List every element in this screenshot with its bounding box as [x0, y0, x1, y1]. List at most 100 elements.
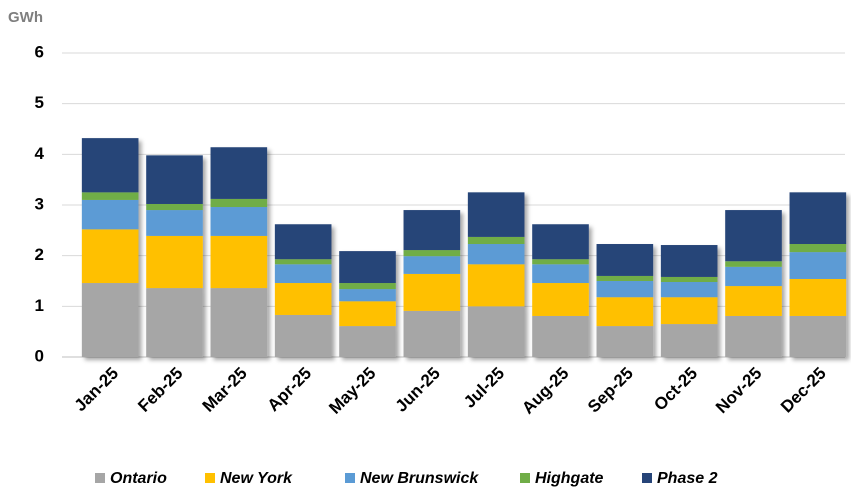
bar-segment: [339, 251, 396, 284]
bar-segment: [81, 229, 139, 284]
bar-segment: [660, 276, 718, 283]
bar-stack: [403, 210, 461, 357]
bar-segment: [660, 245, 718, 277]
bar-segment: [725, 266, 782, 287]
bar-segment: [274, 314, 332, 357]
y-tick-label: 0: [35, 346, 44, 365]
bar-stack: [789, 192, 847, 357]
x-tick-label: May-25: [325, 364, 379, 418]
bar-segment: [210, 207, 268, 236]
y-tick-label: 3: [35, 194, 44, 213]
legend-label: New York: [220, 470, 293, 487]
bar-segment: [81, 138, 139, 193]
bar-segment: [467, 244, 525, 265]
bar-segment: [81, 283, 139, 357]
x-tick-label: Dec-25: [777, 364, 830, 417]
bar-segment: [339, 283, 396, 290]
bar-stack: [146, 155, 203, 357]
x-tick-label: Oct-25: [650, 364, 701, 415]
bar-segment: [725, 315, 782, 357]
x-tick-label: Jun-25: [392, 364, 444, 416]
bar-stack: [210, 147, 268, 357]
bar-segment: [274, 283, 332, 315]
bar-segment: [789, 278, 847, 316]
bar-segment: [467, 236, 525, 245]
bar-segment: [532, 259, 589, 265]
x-tick-label: Mar-25: [199, 364, 251, 416]
bar-stack: [339, 251, 396, 357]
bar-segment: [467, 264, 525, 307]
bar-segment: [467, 306, 525, 357]
legend-label: New Brunswick: [360, 470, 479, 487]
bar-segment: [532, 315, 589, 357]
y-tick-label: 1: [35, 296, 44, 315]
legend-swatch: [205, 473, 215, 483]
x-tick-label: Feb-25: [134, 364, 186, 416]
bar-segment: [725, 210, 782, 262]
x-tick-label: Apr-25: [264, 364, 316, 416]
bar-segment: [210, 147, 268, 199]
bar-stack: [274, 224, 332, 357]
bar-stack: [532, 224, 589, 357]
bar-segment: [725, 261, 782, 267]
legend-swatch: [520, 473, 530, 483]
bar-segment: [146, 203, 203, 211]
bar-segment: [789, 192, 847, 245]
legend-swatch: [642, 473, 652, 483]
bar-stack: [596, 244, 654, 357]
y-tick-label: 2: [35, 245, 44, 264]
bar-segment: [789, 315, 847, 357]
bar-segment: [339, 301, 396, 327]
bar-segment: [210, 198, 268, 208]
bar-segment: [146, 210, 203, 236]
legend-label: Highgate: [535, 470, 604, 487]
bar-segment: [660, 282, 718, 298]
bar-segment: [660, 324, 718, 357]
y-tick-label: 6: [35, 42, 44, 61]
bar-segment: [274, 224, 332, 260]
bar-segment: [146, 235, 203, 289]
bar-segment: [596, 326, 654, 357]
bar-segment: [339, 289, 396, 302]
bar-segment: [210, 235, 268, 289]
bar-stack: [725, 210, 782, 357]
y-axis-unit: GWh: [8, 9, 43, 26]
bar-segment: [81, 199, 139, 230]
bar-segment: [81, 192, 139, 200]
bar-segment: [146, 155, 203, 204]
bar-segment: [274, 264, 332, 284]
bar-segment: [210, 288, 268, 357]
bar-segment: [532, 224, 589, 260]
bar-segment: [660, 297, 718, 325]
y-tick-label: 5: [35, 93, 44, 112]
x-tick-label: Aug-25: [518, 364, 572, 418]
bar-segment: [596, 275, 654, 281]
bar-segment: [403, 210, 461, 251]
bar-segment: [403, 273, 461, 311]
bar-segment: [596, 297, 654, 327]
bar-segment: [274, 259, 332, 265]
y-tick-label: 4: [35, 144, 45, 163]
bar-stack: [81, 138, 139, 357]
bar-segment: [467, 192, 525, 237]
bar-segment: [596, 244, 654, 276]
legend-label: Ontario: [110, 470, 167, 487]
bar-segment: [532, 283, 589, 316]
bar-segment: [532, 264, 589, 284]
bar-segment: [403, 256, 461, 274]
bar-stack: [467, 192, 525, 357]
x-tick-label: Sep-25: [584, 364, 637, 417]
bar-segment: [403, 250, 461, 257]
legend-label: Phase 2: [657, 470, 718, 487]
bar-segment: [789, 252, 847, 279]
bar-segment: [146, 288, 203, 357]
legend-swatch: [345, 473, 355, 483]
bar-segment: [596, 281, 654, 298]
x-tick-label: Jan-25: [71, 364, 123, 416]
bar-segment: [403, 310, 461, 357]
bar-segment: [725, 286, 782, 316]
x-tick-label: Nov-25: [712, 364, 766, 418]
bar-stack: [660, 245, 718, 357]
legend-swatch: [95, 473, 105, 483]
